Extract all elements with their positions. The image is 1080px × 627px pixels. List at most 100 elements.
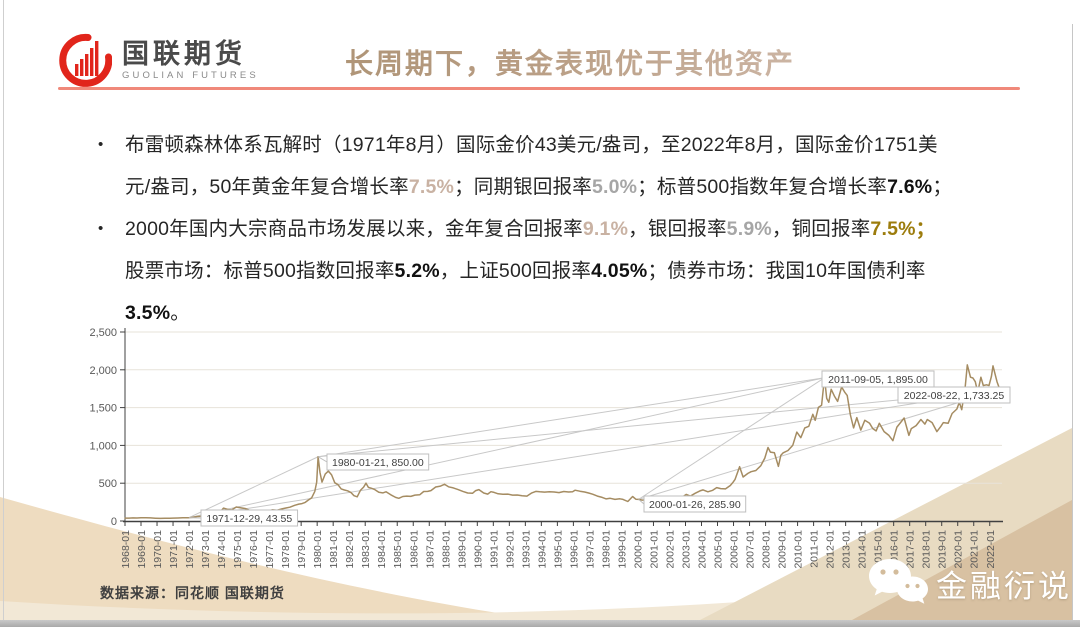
x-axis-label: 2015-01 (873, 530, 885, 569)
bullet-marker: • (98, 220, 104, 237)
y-axis-label: 1,500 (89, 403, 117, 415)
bullet-segment: ； (932, 176, 953, 198)
bullet-segment: 5.2% (394, 260, 440, 282)
x-axis-label: 1977-01 (264, 530, 276, 569)
bullet-item: • 布雷顿森林体系瓦解时（1971年8月）国际金价43美元/盎司，至2022年8月… (98, 124, 1014, 208)
annotation-leader-line (317, 456, 328, 463)
bullet-list: • 布雷顿森林体系瓦解时（1971年8月）国际金价43美元/盎司，至2022年8月… (98, 124, 1014, 334)
x-axis-label: 1969-01 (136, 530, 148, 569)
x-axis-label: 2007-01 (745, 530, 757, 569)
x-axis-label: 1993-01 (520, 530, 532, 569)
data-source-label: 数据来源：同花顺 国联期货 (100, 585, 285, 601)
header-underline (58, 87, 1020, 90)
x-axis-label: 1973-01 (200, 530, 212, 569)
bullet-segment: ；债券市场：我国10年国债利率 (647, 260, 926, 282)
bullet-text: 布雷顿森林体系瓦解时（1971年8月）国际金价43美元/盎司，至2022年8月，… (125, 124, 1014, 208)
bullet-segment: 9.1% (582, 218, 629, 240)
annotation-callout-box (897, 386, 1011, 404)
bullet-segment: 。 (170, 302, 190, 324)
bullet-segment: ，铜回报率 (771, 218, 871, 240)
y-axis-label: 1,000 (89, 440, 117, 452)
x-axis-label: 2006-01 (729, 530, 741, 569)
x-axis-label: 1974-01 (216, 530, 228, 569)
trend-line (188, 389, 1001, 519)
guolian-logo-icon (59, 33, 112, 87)
x-axis-label: 1980-01 (312, 530, 324, 569)
x-axis-label: 1987-01 (424, 530, 436, 569)
logo-name-cn: 国联期货 (122, 40, 259, 68)
x-axis-label: 1972-01 (184, 530, 196, 569)
annotation-callout-text: 2022-08-22, 1,733.25 (904, 390, 1005, 402)
x-axis-label: 1992-01 (504, 530, 516, 569)
bullet-segment: 3.5% (125, 302, 171, 324)
bullet-marker: • (98, 136, 104, 153)
logo-name-en: GUOLIAN FUTURES (122, 70, 259, 81)
page-title: 长周期下，黄金表现优于其他资产 (120, 42, 1020, 82)
x-axis-label: 1984-01 (376, 530, 388, 569)
x-axis-label: 2009-01 (777, 530, 789, 569)
y-axis-label: 500 (99, 478, 117, 490)
x-axis-label: 2011-01 (809, 530, 821, 568)
x-axis-label: 2000-01 (632, 530, 644, 569)
y-axis-label: 0 (111, 516, 117, 528)
annotation-callout-box (643, 495, 747, 513)
x-axis-label: 1997-01 (584, 530, 596, 569)
bullet-segment: 4.05% (591, 260, 648, 282)
annotation-callout-text: 2000-01-26, 285.90 (649, 499, 741, 511)
x-axis-label: 2018-01 (921, 530, 933, 569)
left-edge-line (3, 0, 4, 620)
annotation-callout-box (821, 370, 935, 388)
y-axis-label: 2,000 (89, 365, 117, 377)
x-axis-label: 1998-01 (600, 530, 612, 569)
x-axis-label: 1978-01 (280, 530, 292, 569)
company-logo: 国联期货 GUOLIAN FUTURES (58, 33, 259, 87)
watermark-text: 金融衍说 (936, 568, 1072, 604)
trend-line (188, 377, 825, 519)
x-axis-label: 1975-01 (232, 530, 244, 569)
x-axis-label: 2019-01 (937, 530, 949, 569)
x-axis-label: 1979-01 (296, 530, 308, 569)
x-axis-label: 1988-01 (440, 530, 452, 569)
logo-text: 国联期货 GUOLIAN FUTURES (122, 40, 259, 81)
annotation-leader-line (638, 499, 645, 505)
bullet-segment: ；标普500指数年复合增长率 (637, 176, 888, 198)
bullet-segment: 元/盎司，50年黄金年复合增长率 (125, 176, 409, 198)
x-axis-label: 2021-01 (969, 530, 981, 569)
gold-price-line (124, 364, 1001, 520)
x-axis-label: 1990-01 (472, 530, 484, 569)
trend-line (638, 377, 825, 500)
x-axis-label: 1981-01 (328, 530, 340, 569)
bullet-segment: 5.0% (591, 176, 638, 198)
bullet-segment: ；同期银回报率 (454, 176, 592, 198)
bullet-segment: 5.9% (726, 218, 772, 240)
decorative-wedge-left (0, 497, 545, 620)
x-axis-label: 1982-01 (344, 530, 356, 569)
bullet-segment: 2000年国内大宗商品市场发展以来，金年复合回报率 (125, 218, 583, 240)
annotation-callout-box (326, 453, 430, 471)
x-axis-label: 1970-01 (152, 530, 164, 569)
x-axis-label: 2013-01 (841, 530, 853, 569)
bottom-gray-strip (0, 620, 1080, 627)
x-axis-label: 2020-01 (953, 530, 965, 569)
wechat-icon (869, 559, 928, 604)
x-axis-label: 1996-01 (568, 530, 580, 569)
x-axis-label: 1994-01 (536, 530, 548, 569)
bullet-segment: 7.5%； (870, 218, 936, 240)
x-axis-label: 2002-01 (664, 530, 676, 569)
watermark: 金融衍说 (866, 556, 1072, 610)
right-edge-line (1072, 24, 1073, 620)
x-axis-label: 2014-01 (857, 530, 869, 569)
y-axis-label: 2,500 (89, 327, 117, 339)
annotation-callout-text: 1971-12-29, 43.55 (206, 513, 292, 525)
trend-line (318, 389, 1001, 458)
x-axis-label: 1986-01 (408, 530, 420, 569)
bullet-item: • 2000年国内大宗商品市场发展以来，金年复合回报率9.1%，银回报率5.9%，… (98, 208, 1014, 334)
trend-line (318, 377, 825, 458)
x-axis-label: 2008-01 (761, 530, 773, 569)
x-axis-label: 1999-01 (616, 530, 628, 569)
bullet-segment: 7.5% (408, 176, 455, 198)
x-axis-label: 2010-01 (793, 530, 805, 569)
